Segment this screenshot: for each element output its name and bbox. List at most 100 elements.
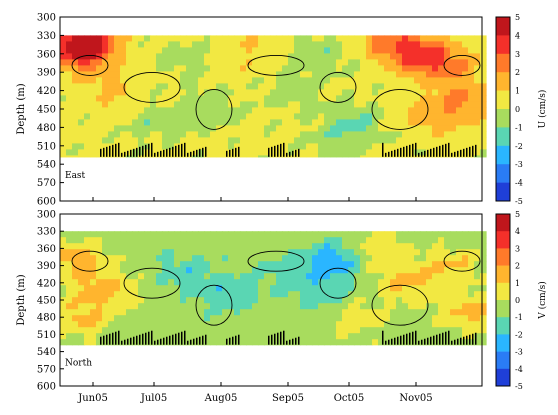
heat-cell — [300, 291, 307, 298]
colorbar-bin — [496, 300, 510, 318]
heat-cell — [150, 89, 157, 96]
x-tick-label: Jul05 — [140, 393, 167, 404]
colorbar-tick-label: 4 — [515, 227, 520, 236]
heat-cell — [258, 65, 265, 72]
heat-cell — [144, 59, 151, 66]
heat-cell — [138, 77, 145, 84]
heat-cell — [78, 309, 85, 316]
heat-cell — [144, 231, 151, 238]
heat-cell — [432, 321, 439, 328]
heat-cell — [294, 297, 301, 304]
heat-cell — [312, 107, 319, 114]
heat-cell — [366, 273, 373, 280]
heat-cell — [318, 231, 325, 238]
heat-cell — [180, 327, 187, 334]
heat-cell — [96, 71, 103, 78]
heat-cell — [306, 279, 313, 286]
heat-cell — [60, 47, 67, 54]
heat-cell — [150, 131, 157, 138]
heat-cell — [384, 101, 391, 108]
heat-cell — [390, 261, 397, 268]
heat-cell — [84, 77, 91, 84]
heat-cell — [270, 83, 277, 90]
heat-cell — [264, 273, 271, 280]
heat-cell — [150, 231, 157, 238]
heat-cell — [306, 339, 313, 346]
heat-cell — [456, 53, 463, 60]
heat-cell — [192, 35, 199, 42]
heat-cell — [108, 315, 115, 322]
heat-cell — [228, 249, 235, 256]
heat-cell — [360, 243, 367, 250]
heat-cell — [444, 89, 451, 96]
heat-cell — [156, 303, 163, 310]
gap-tick — [406, 145, 408, 157]
heat-cell — [60, 149, 67, 156]
heat-cell — [444, 107, 451, 114]
y-tick-label: 300 — [37, 13, 56, 24]
heat-cell — [270, 309, 277, 316]
heat-cell — [168, 243, 175, 250]
heat-cell — [198, 339, 205, 346]
heat-cell — [318, 339, 325, 346]
heat-cell — [390, 71, 397, 78]
heat-cell — [390, 95, 397, 102]
heat-cell — [414, 249, 421, 256]
heat-cell — [444, 255, 451, 262]
heat-cell — [282, 143, 289, 150]
heat-cell — [468, 113, 475, 120]
heat-cell — [372, 95, 379, 102]
heat-cell — [114, 279, 121, 286]
heat-cell — [150, 273, 157, 280]
heat-cell — [378, 95, 385, 102]
heat-cell — [174, 255, 181, 262]
heat-cell — [102, 101, 109, 108]
heat-cell — [174, 41, 181, 48]
heat-cell — [282, 255, 289, 262]
heat-cell — [468, 339, 475, 346]
heat-cell — [114, 95, 121, 102]
heat-cell — [246, 131, 253, 138]
heat-cell — [450, 95, 457, 102]
heat-cell — [336, 95, 343, 102]
heat-cell — [276, 47, 283, 54]
heat-cell — [234, 95, 241, 102]
heat-cell — [432, 237, 439, 244]
heat-cell — [192, 303, 199, 310]
heat-cell — [252, 321, 259, 328]
heat-cell — [414, 125, 421, 132]
heat-cell — [336, 267, 343, 274]
heat-cell — [90, 321, 97, 328]
heat-cell — [462, 333, 469, 340]
heat-cell — [276, 71, 283, 78]
heat-cell — [66, 65, 73, 72]
heat-cell — [270, 137, 277, 144]
heat-cell — [192, 77, 199, 84]
heat-cell — [264, 315, 271, 322]
heat-cell — [312, 327, 319, 334]
heat-cell — [378, 119, 385, 126]
heat-cell — [150, 303, 157, 310]
colorbar-bin — [496, 72, 510, 91]
heat-cell — [360, 267, 367, 274]
heat-cell — [198, 53, 205, 60]
heat-cell — [108, 273, 115, 280]
heat-cell — [150, 249, 157, 256]
heat-cell — [474, 131, 481, 138]
heat-cell — [90, 315, 97, 322]
heat-cell — [60, 137, 67, 144]
heat-cell — [282, 327, 289, 334]
heat-cell — [96, 89, 103, 96]
heat-cell — [186, 309, 193, 316]
heat-cell — [174, 321, 181, 328]
gap-tick — [274, 145, 276, 157]
heat-cell — [90, 267, 97, 274]
heat-cell — [366, 327, 373, 334]
heat-cell — [276, 149, 283, 156]
heat-cell — [138, 53, 145, 60]
heat-cell — [306, 41, 313, 48]
heat-cell — [432, 303, 439, 310]
heat-cell — [252, 315, 259, 322]
heat-cell — [438, 77, 445, 84]
heat-cell — [378, 285, 385, 292]
